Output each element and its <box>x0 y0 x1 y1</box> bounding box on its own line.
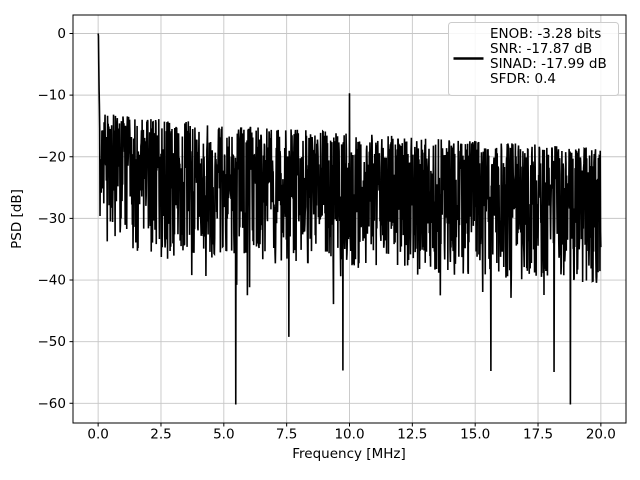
y-tick-label: −10 <box>38 88 67 104</box>
legend-sinad: SINAD: -17.99 dB <box>490 56 607 72</box>
legend-snr: SNR: -17.87 dB <box>490 41 592 57</box>
x-tick-label: 7.5 <box>276 427 297 443</box>
x-tick-label: 17.5 <box>523 427 553 443</box>
x-tick-label: 12.5 <box>397 427 427 443</box>
x-tick-label: 10.0 <box>334 427 364 443</box>
legend-box <box>448 22 619 96</box>
psd-trace <box>97 33 602 405</box>
tick-marks <box>69 32 602 427</box>
y-tick-label: −50 <box>38 334 67 350</box>
y-tick-label: −20 <box>38 149 67 165</box>
y-tick-label: 0 <box>57 26 66 42</box>
legend: ENOB: -3.28 bits SNR: -17.87 dB SINAD: -… <box>448 22 619 96</box>
x-tick-label: 0.0 <box>87 427 108 443</box>
x-tick-label: 20.0 <box>586 427 616 443</box>
y-tick-label: −60 <box>38 396 67 412</box>
y-tick-label: −30 <box>38 211 67 227</box>
x-tick-label: 2.5 <box>150 427 171 443</box>
x-axis-label: Frequency [MHz] <box>292 446 405 462</box>
y-axis-label: PSD [dB] <box>9 189 25 249</box>
tick-labels: 0.0 2.5 5.0 7.5 10.0 12.5 15.0 17.5 20.0 0 −10 −20 −… <box>38 26 616 443</box>
x-tick-label: 15.0 <box>460 427 490 443</box>
y-tick-label: −40 <box>38 273 67 289</box>
x-tick-label: 5.0 <box>213 427 234 443</box>
legend-enob: ENOB: -3.28 bits <box>490 26 601 42</box>
legend-sfdr: SFDR: 0.4 <box>490 71 556 87</box>
